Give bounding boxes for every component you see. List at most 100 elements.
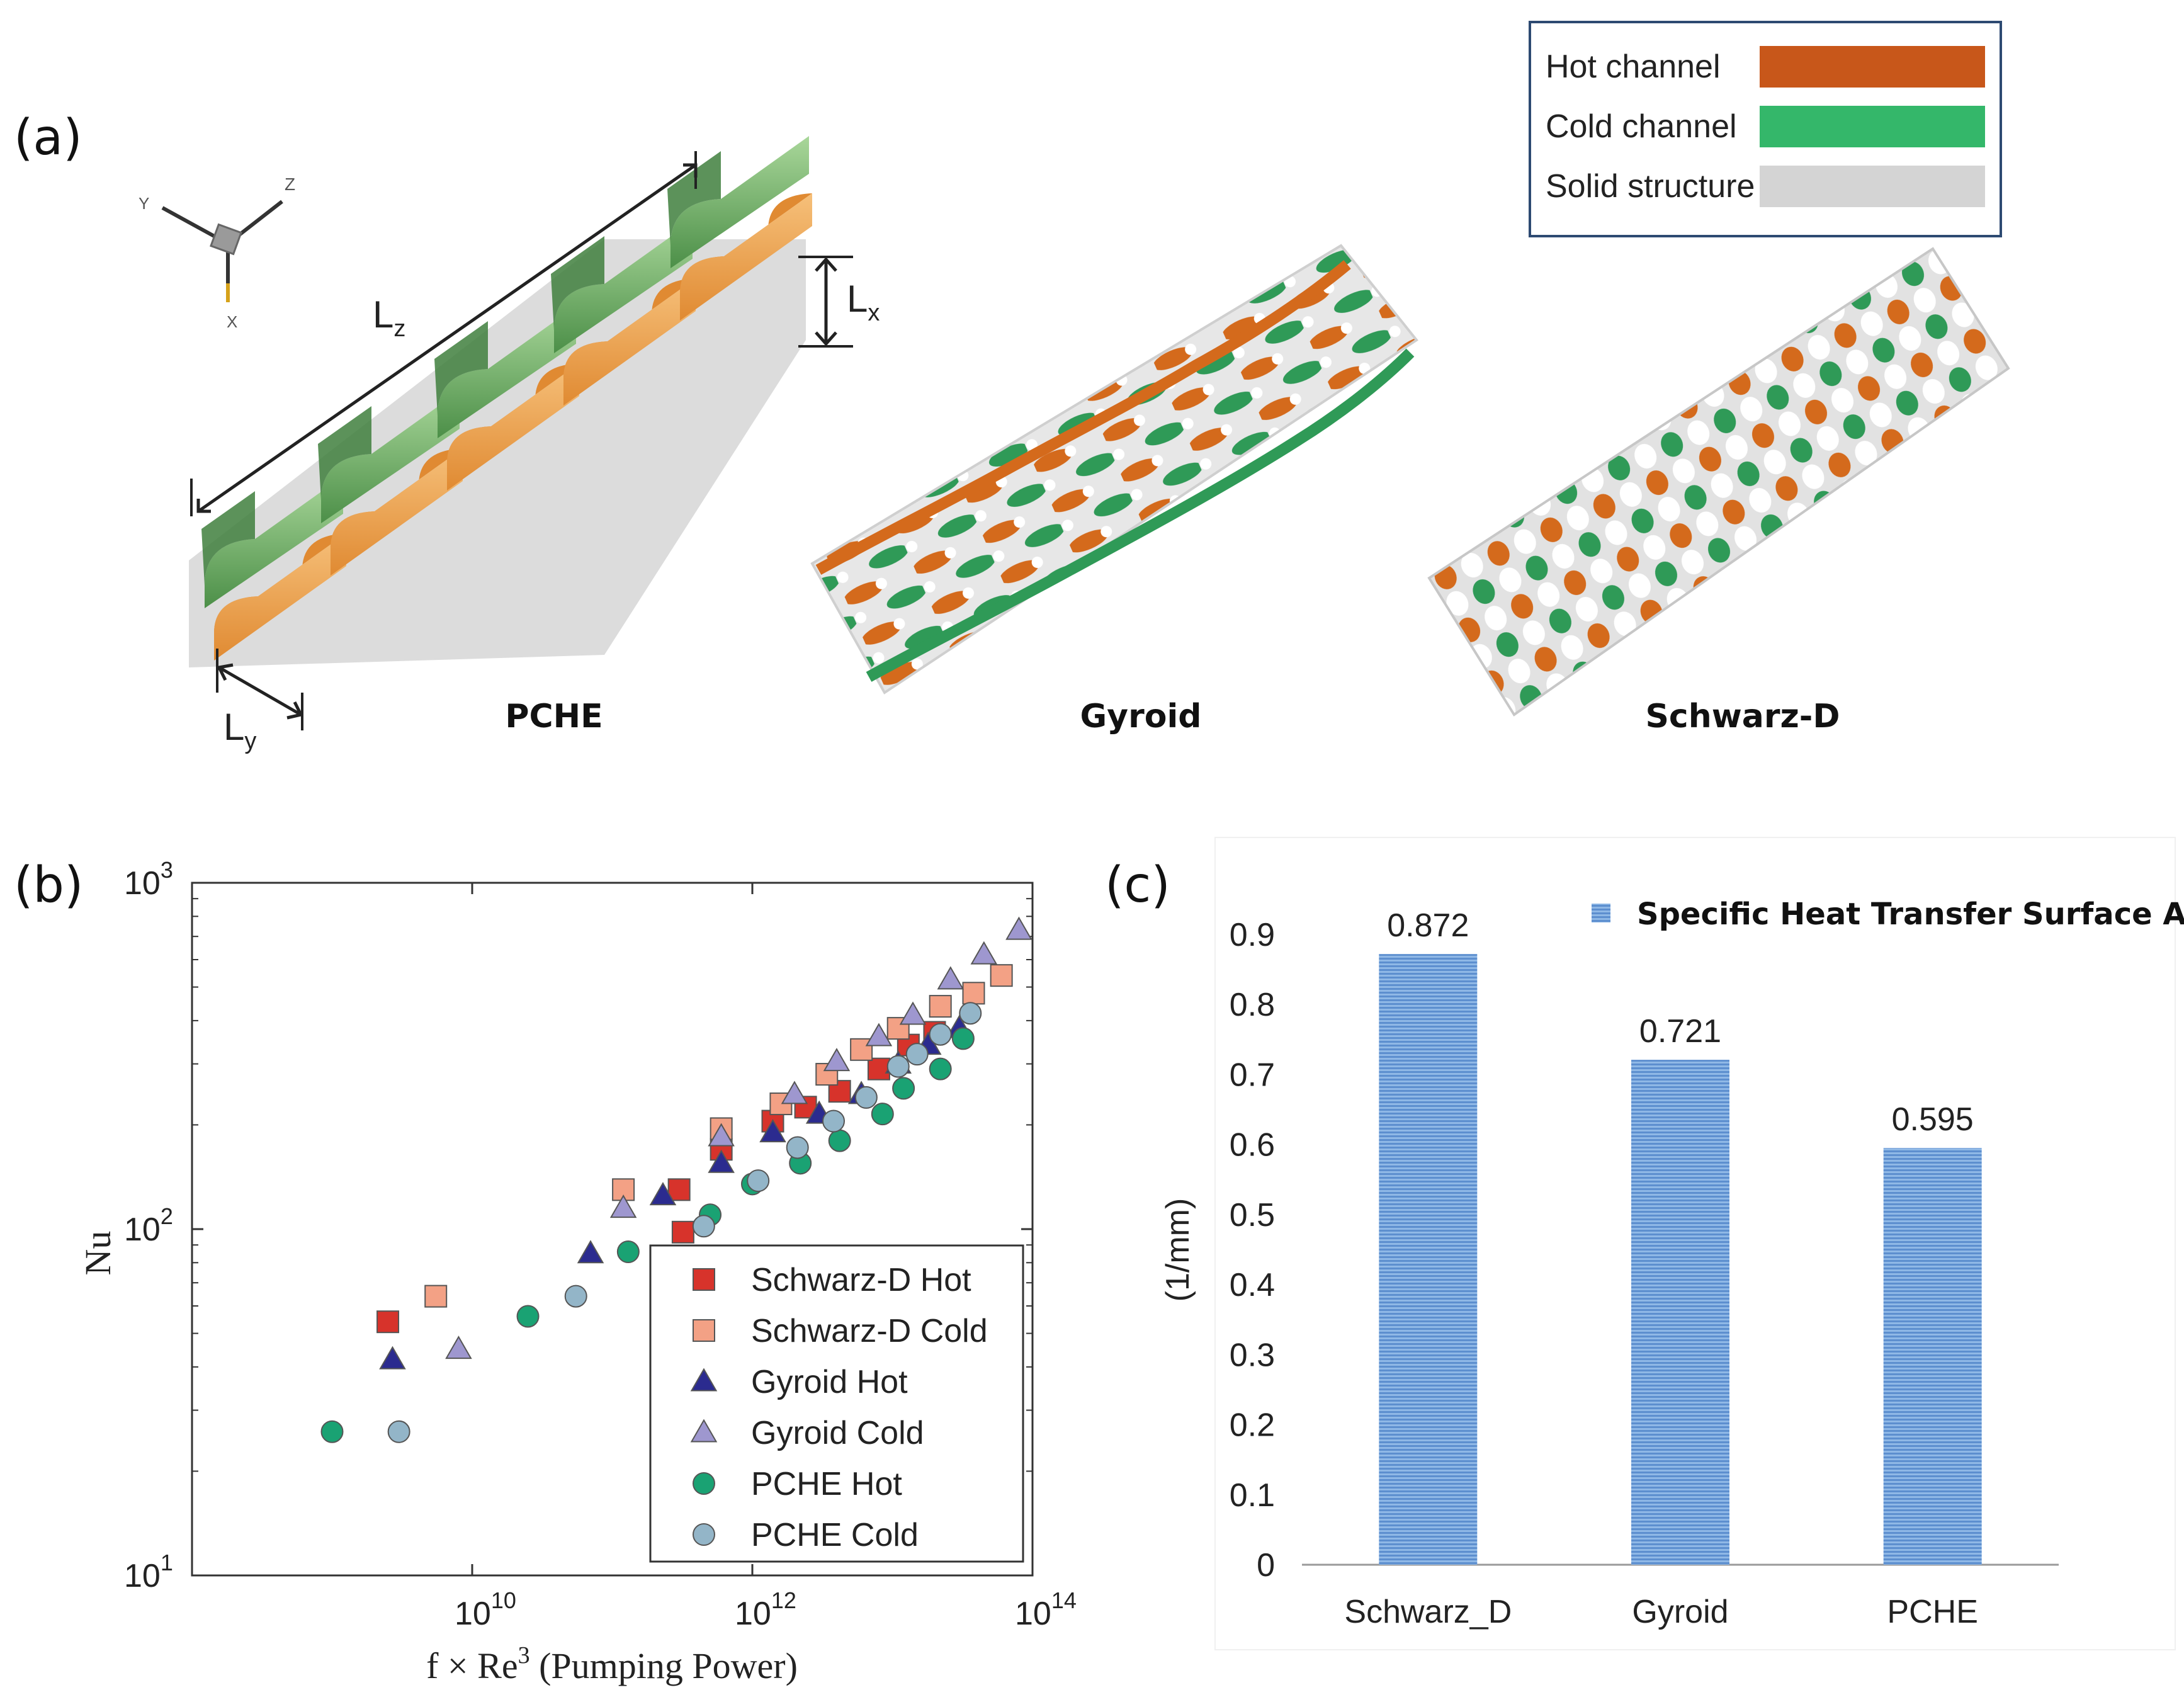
bar-y-tick-label: 0.5 xyxy=(1230,1197,1275,1234)
axis-z-label: Z xyxy=(285,174,295,194)
data-point xyxy=(759,1119,786,1143)
data-point xyxy=(959,1002,982,1025)
scatter-y-axis-label: Nu xyxy=(77,1231,118,1276)
data-point xyxy=(671,1220,694,1244)
scatter-legend-marker xyxy=(693,1523,715,1546)
data-point xyxy=(990,964,1013,987)
axis-x-label: X xyxy=(227,312,237,331)
scatter-legend-label: Gyroid Hot xyxy=(751,1364,908,1400)
scatter-minor-ticks xyxy=(192,898,1033,1472)
scatter-legend-box xyxy=(649,1244,1024,1563)
bar-pche xyxy=(1883,1148,1982,1565)
data-point xyxy=(781,1081,808,1104)
scatter-x-axis-label: f × Re3 (Pumping Power) xyxy=(426,1642,798,1686)
series-pche-cold xyxy=(387,1002,982,1443)
gyroid-illustration xyxy=(810,244,1418,695)
scatter-legend-marker xyxy=(693,1472,715,1495)
scatter-legend: Schwarz-D Hot Schwarz-D Cold Gyroid Hot Gyr… xyxy=(649,1244,1024,1563)
scatter-legend-label: PCHE Hot xyxy=(751,1466,902,1502)
pche-cold-channel-wall xyxy=(201,491,255,586)
x-tick-label: 1010 xyxy=(455,1587,516,1632)
data-point xyxy=(929,995,952,1018)
bar-y-tick-label: 0.9 xyxy=(1230,917,1275,953)
panel-a-legend: Hot channel Cold channel Solid structure xyxy=(1529,21,2002,237)
panel-a-label: (a) xyxy=(14,110,82,166)
bar-y-tick-label: 0.2 xyxy=(1230,1407,1275,1444)
bar-y-tick-label: 0.4 xyxy=(1230,1267,1275,1303)
scatter-chart: 1010 1012 1014 101 102 103 f × Re3 (Pumping Po… xyxy=(77,857,1077,1686)
bar-gyroid xyxy=(1631,1060,1729,1565)
data-point xyxy=(899,1001,927,1025)
bar-value-label: 0.721 xyxy=(1639,1013,1721,1050)
data-point xyxy=(708,1123,735,1147)
panel-b-label: (b) xyxy=(14,857,83,914)
panel-a-legend-swatch xyxy=(1760,106,1985,147)
data-point xyxy=(867,1057,890,1081)
data-point xyxy=(424,1285,448,1308)
pche-cold-channel-face xyxy=(438,306,576,438)
panel-a-legend-swatch xyxy=(1760,166,1985,207)
panel-a: (a) Y Z X Lz Lx xyxy=(14,21,2010,754)
pche-cold-channel-wall xyxy=(434,321,488,416)
data-point xyxy=(951,1027,975,1050)
data-point xyxy=(823,1048,851,1072)
pche-hot-channel-face xyxy=(447,363,579,491)
scatter-legend-marker xyxy=(690,1419,718,1443)
pche-cold-channel-face xyxy=(670,136,809,268)
data-point xyxy=(962,982,985,1005)
data-point xyxy=(609,1194,637,1218)
data-point xyxy=(667,1178,691,1201)
data-point xyxy=(516,1305,540,1328)
data-point xyxy=(815,1063,839,1086)
panel-a-legend-label: Solid structure xyxy=(1546,168,1755,205)
pche-hot-channel-face xyxy=(214,533,346,661)
y-tick-label: 103 xyxy=(124,857,173,902)
pche-hot-channel-face xyxy=(680,193,812,321)
data-point xyxy=(871,1103,894,1126)
caption-gyroid: Gyroid xyxy=(1080,698,1202,735)
pche-cold-channel-wall xyxy=(318,406,371,501)
bar-legend-label: Specific Heat Transfer Surface Area xyxy=(1637,897,2184,932)
data-point xyxy=(376,1310,400,1334)
scatter-legend-marker xyxy=(693,1319,715,1342)
scatter-legend-marker xyxy=(690,1368,718,1392)
data-point xyxy=(865,1023,893,1047)
panel-c: (c) 0 0.1 0.2 0.3 0.4 0.5 0.6 0.7 0.8 0.9 (1/mm) 0.… xyxy=(1105,837,2184,1650)
y-tick-label: 102 xyxy=(124,1203,173,1248)
data-point xyxy=(387,1420,410,1443)
y-tick-label: 101 xyxy=(124,1550,173,1594)
caption-pche: PCHE xyxy=(505,698,603,735)
panel-a-legend-swatch xyxy=(1760,46,1985,88)
bar-y-axis-label: (1/mm) xyxy=(1160,1198,1196,1302)
series-gyroid-cold xyxy=(445,916,1033,1359)
data-point xyxy=(708,1149,735,1173)
data-point xyxy=(854,1086,878,1109)
axes-triad-icon: Y Z X xyxy=(139,174,295,331)
x-tick-label: 1012 xyxy=(735,1587,796,1632)
data-point xyxy=(929,1023,952,1046)
data-point xyxy=(822,1109,846,1133)
bar-y-tick-label: 0.3 xyxy=(1230,1337,1275,1373)
bar-value-label: 0.595 xyxy=(1892,1101,1974,1138)
panel-b: (b) 1010 1012 1014 101 102 103 f × Re3 (Pumpin… xyxy=(14,857,1077,1686)
ly-dimension-label: Ly xyxy=(223,706,256,754)
data-point xyxy=(786,1136,809,1159)
pche-cold-channel-face xyxy=(205,476,343,608)
bar-legend: Specific Heat Transfer Surface Area xyxy=(1592,897,2184,932)
pche-cold-channel-face xyxy=(554,221,693,353)
bar-y-tick-label: 0.7 xyxy=(1230,1057,1275,1093)
data-point xyxy=(937,966,965,990)
data-point xyxy=(320,1420,344,1443)
data-point xyxy=(564,1285,587,1308)
data-point xyxy=(892,1077,915,1100)
pche-illustration: Lz Lx Ly xyxy=(189,136,880,754)
bar-y-tick-label: 0.1 xyxy=(1230,1477,1275,1514)
data-point xyxy=(747,1169,770,1193)
bar-category-label: Schwarz_D xyxy=(1344,1594,1512,1630)
data-point xyxy=(692,1215,715,1238)
bar-value-label: 0.872 xyxy=(1387,907,1469,944)
x-tick-label: 1014 xyxy=(1015,1587,1077,1632)
caption-schwarz-d: Schwarz-D xyxy=(1645,698,1840,735)
data-point xyxy=(1005,916,1033,940)
data-point xyxy=(379,1346,406,1370)
